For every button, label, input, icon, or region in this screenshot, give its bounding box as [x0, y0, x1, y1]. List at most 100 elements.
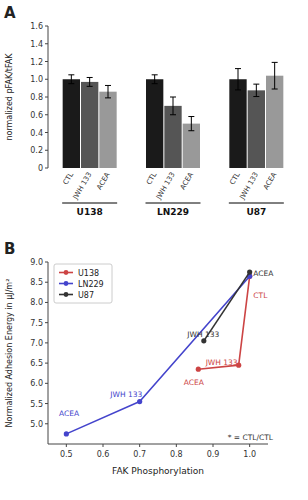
y-tick — [45, 302, 48, 303]
y-tick — [45, 132, 48, 133]
error-stem — [256, 84, 257, 96]
error-bar — [105, 85, 111, 97]
y-tick — [45, 403, 48, 404]
error-cap — [87, 86, 93, 87]
y-tick-label: 5.0 — [30, 420, 43, 429]
bar — [229, 79, 246, 168]
y-axis-label: Normalized Adhesion Energy in μJ/m² — [5, 279, 14, 428]
point — [247, 270, 252, 275]
bar-label: JWH 133 — [238, 171, 260, 202]
bar — [99, 92, 116, 168]
bar — [266, 76, 283, 168]
point — [137, 399, 142, 404]
x-tick-label: 0.7 — [133, 450, 146, 459]
error-cap — [87, 77, 93, 78]
bar-label: ACEA — [179, 171, 195, 191]
error-stem — [108, 85, 109, 97]
error-bar — [68, 75, 74, 84]
error-cap — [152, 74, 158, 75]
error-cap — [235, 89, 241, 90]
x-tick-label: 1.0 — [243, 450, 256, 459]
x-tick — [139, 444, 140, 447]
legend-entry: U87 — [78, 291, 94, 300]
error-bar — [170, 97, 176, 115]
error-cap — [272, 62, 278, 63]
error-cap — [105, 85, 111, 86]
error-bar — [152, 75, 158, 84]
y-tick — [45, 150, 48, 151]
error-cap — [188, 116, 194, 117]
y-tick-label: 8.5 — [30, 278, 43, 287]
y-tick-label: 0.4 — [30, 129, 43, 138]
x-tick — [213, 444, 214, 447]
error-stem — [191, 117, 192, 131]
error-bar — [188, 117, 194, 131]
bar-label: ACEA — [262, 171, 278, 191]
error-cap — [235, 68, 241, 69]
group-underline — [229, 203, 284, 204]
legend-entry: LN229 — [78, 280, 104, 289]
legend-box — [54, 264, 112, 303]
error-stem — [154, 75, 155, 84]
y-tick-label: 7.0 — [30, 339, 43, 348]
annotation: ACEA — [59, 409, 80, 418]
annotation: * = CTL/CTL — [228, 433, 274, 442]
y-axis-label: normalized pFAK/tFAK — [5, 53, 14, 141]
bar — [81, 82, 98, 168]
error-cap — [253, 96, 259, 97]
legend-marker — [64, 292, 69, 297]
x-tick-label: 0.8 — [170, 450, 183, 459]
point — [196, 367, 201, 372]
y-tick — [45, 342, 48, 343]
error-bar — [253, 84, 259, 96]
bar-chart: A00.20.40.60.81.01.21.41.6normalized pFA… — [4, 4, 284, 217]
y-tick — [45, 282, 48, 283]
group-label: U87 — [246, 207, 266, 217]
error-cap — [68, 83, 74, 84]
bar — [164, 106, 181, 168]
y-tick-label: 1.0 — [30, 75, 43, 84]
y-tick-label: 0.2 — [30, 146, 43, 155]
error-cap — [152, 83, 158, 84]
x-axis-line — [48, 444, 268, 445]
x-axis-label: FAK Phosphorylation — [112, 466, 204, 476]
point — [201, 338, 206, 343]
error-stem — [274, 62, 275, 89]
y-axis-line — [48, 262, 49, 444]
y-tick — [45, 26, 48, 27]
bar-label: ACEA — [95, 171, 111, 191]
y-tick — [45, 79, 48, 80]
x-tick — [249, 444, 250, 447]
bar — [183, 124, 200, 168]
error-cap — [188, 130, 194, 131]
x-tick — [176, 444, 177, 447]
y-tick — [45, 43, 48, 44]
y-tick-label: 0.6 — [30, 111, 43, 120]
y-tick — [45, 262, 48, 263]
panel-title: B — [4, 240, 15, 258]
group-underline — [146, 203, 201, 204]
error-cap — [68, 74, 74, 75]
annotation: CTL — [253, 291, 268, 300]
annotation: JWH 133 — [109, 390, 142, 399]
x-tick-label: 0.5 — [60, 450, 73, 459]
y-tick-label: 1.2 — [30, 58, 43, 67]
y-tick — [45, 383, 48, 384]
y-tick — [45, 168, 48, 169]
error-bar — [87, 77, 93, 86]
error-stem — [89, 77, 90, 86]
group-label: LN229 — [157, 207, 189, 217]
y-tick — [45, 97, 48, 98]
error-cap — [105, 97, 111, 98]
annotation: JWH 133 — [186, 330, 219, 339]
group-label: U138 — [77, 207, 103, 217]
series-line — [198, 276, 249, 369]
error-stem — [71, 75, 72, 84]
y-tick-label: 7.5 — [30, 319, 43, 328]
legend-marker — [64, 270, 69, 275]
error-stem — [238, 69, 239, 90]
y-tick-label: 8.0 — [30, 298, 43, 307]
y-tick — [45, 322, 48, 323]
figure: A00.20.40.60.81.01.21.41.6normalized pFA… — [0, 0, 308, 500]
line-chart: B5.05.56.06.57.07.58.08.59.00.50.60.70.8… — [4, 240, 274, 476]
